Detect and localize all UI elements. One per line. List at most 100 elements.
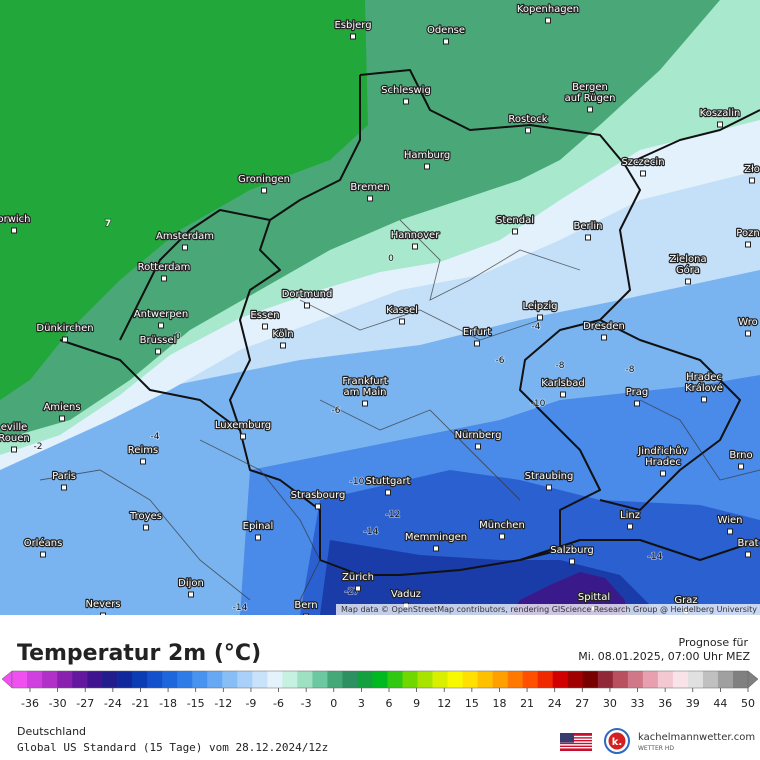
colorbar-swatch: [252, 671, 268, 688]
city-label: Strasbourg: [291, 490, 346, 501]
city-marker: [61, 484, 67, 491]
city-label: Bern: [294, 600, 317, 611]
city-label: Groningen: [238, 174, 290, 185]
isotherm-label: -10: [531, 399, 546, 409]
colorbar-swatch: [732, 671, 749, 688]
city-marker: [161, 275, 167, 282]
colorbar-swatch: [477, 671, 493, 688]
city-marker: [745, 551, 751, 558]
city-label: Essen: [250, 310, 279, 321]
colorbar-swatch: [552, 671, 569, 688]
city-label: Zürich: [342, 572, 374, 583]
colorbar-swatch: [687, 671, 704, 688]
city-marker: [367, 195, 373, 202]
city-marker: [11, 227, 17, 234]
model-run: Global US Standard (15 Tage) vom 28.12.2…: [17, 741, 328, 754]
city-label: Prag: [626, 387, 648, 398]
city-label: Antwerpen: [134, 309, 188, 320]
colorbar-swatch: [117, 671, 133, 688]
city-marker: [499, 533, 505, 540]
city-label: Rouen: [0, 433, 30, 444]
colorbar-frame: [11, 670, 749, 689]
city-label: Stendal: [496, 215, 534, 226]
city-label: Brno: [729, 450, 752, 461]
city-marker: [474, 340, 480, 347]
colorbar-swatch: [627, 671, 644, 688]
colorbar-tick-label: -6: [273, 697, 284, 710]
city-marker: [303, 613, 309, 615]
city-label: Hradec: [686, 372, 722, 383]
city-label: Nevers: [85, 599, 120, 610]
isotherm-label: -8: [626, 365, 635, 375]
colorbar-tick-label: 24: [548, 697, 562, 710]
isotherm-label: -6: [496, 356, 505, 366]
region-border: [39, 469, 251, 601]
city-marker: [188, 591, 194, 598]
city-marker: [59, 415, 65, 422]
colorbar-tick-label: 27: [575, 697, 589, 710]
city-label: Wien: [718, 515, 743, 526]
city-marker: [585, 234, 591, 241]
city-label: Linz: [620, 510, 640, 521]
country-border: [59, 339, 241, 431]
colorbar-swatch: [237, 671, 253, 688]
colorbar-swatch: [357, 671, 373, 688]
city-marker: [412, 243, 418, 250]
city-marker: [640, 170, 646, 177]
colorbar-swatch: [372, 671, 388, 688]
city-label: Paris: [52, 471, 76, 482]
brand: kachelmannwetter.com: [638, 732, 755, 743]
city-label: Spittal: [578, 592, 610, 603]
city-marker: [627, 523, 633, 530]
country-border: [599, 319, 741, 511]
colorbar-tick-label: -15: [187, 697, 205, 710]
region-border: [399, 219, 581, 301]
forecast-label: Prognose für: [679, 636, 749, 649]
colorbar-tick-label: 21: [520, 697, 534, 710]
city-label: Reims: [128, 445, 158, 456]
city-marker: [537, 314, 543, 321]
map: 7 0 0 -4 -6 -8 -8 -10 -6 -4 -2 -10 -12 -14 -14 -14 -27 Es…: [0, 0, 760, 615]
colorbar-swatch: [267, 671, 283, 688]
colorbar-swatch: [222, 671, 238, 688]
city-marker: [62, 336, 68, 343]
city-marker: [158, 322, 164, 329]
city-label: Brat: [737, 538, 758, 549]
colorbar-swatch: [432, 671, 448, 688]
city-marker: [255, 534, 261, 541]
colorbar-tick-label: 30: [603, 697, 617, 710]
city-marker: [280, 342, 286, 349]
city-label: Koszalin: [700, 108, 741, 119]
colorbar-tick-label: -12: [214, 697, 232, 710]
city-marker: [261, 187, 267, 194]
city-label: Dünkirchen: [36, 323, 93, 334]
colorbar-swatch: [207, 671, 223, 688]
isotherm-label: -6: [332, 406, 341, 416]
city-label: Köln: [272, 329, 293, 340]
city-label: Kopenhagen: [517, 4, 579, 15]
colorbar-tick-label: 36: [658, 697, 672, 710]
colorbar-swatch: [387, 671, 403, 688]
colorbar-swatch: [537, 671, 554, 688]
colorbar-swatch: [402, 671, 418, 688]
city-marker: [587, 106, 593, 113]
city-marker: [11, 446, 17, 453]
city-label: Dresden: [583, 321, 625, 332]
city-label: Zło: [744, 164, 760, 175]
colorbar-tick-label: 9: [413, 697, 420, 710]
colorbar-swatch: [87, 671, 103, 688]
city-marker: [355, 585, 361, 592]
city-label: Memmingen: [405, 532, 467, 543]
colorbar-swatch: [297, 671, 313, 688]
colorbar-swatch: [492, 671, 508, 688]
isotherm-label: -12: [386, 510, 401, 520]
colorbar-arrow: [747, 670, 759, 689]
city-label: Králové: [685, 382, 723, 394]
city-label: auf Rügen: [565, 93, 616, 104]
isotherm-label: -10: [350, 477, 365, 487]
attribution: Map data © OpenStreetMap contributors, r…: [341, 605, 757, 614]
city-marker: [569, 558, 575, 565]
colorbar-swatch: [702, 671, 719, 688]
city-label: Stuttgart: [366, 476, 411, 487]
city-label: Kassel: [386, 305, 418, 316]
